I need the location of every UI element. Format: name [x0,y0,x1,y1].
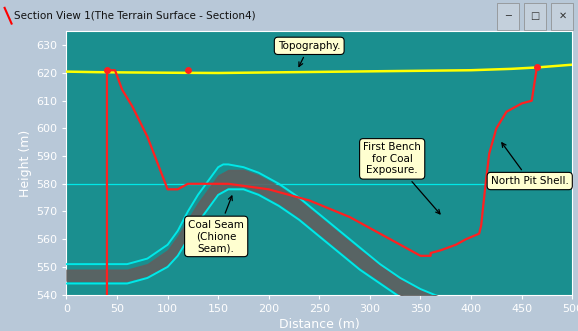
Text: ✕: ✕ [558,11,566,21]
Text: Section View 1(The Terrain Surface - Section4): Section View 1(The Terrain Surface - Sec… [14,11,256,21]
X-axis label: Distance (m): Distance (m) [279,318,360,331]
FancyBboxPatch shape [551,3,573,30]
Text: North Pit Shell.: North Pit Shell. [491,143,569,186]
FancyBboxPatch shape [524,3,546,30]
Y-axis label: Height (m): Height (m) [19,129,32,197]
Text: First Bench
for Coal
Exposure.: First Bench for Coal Exposure. [363,142,440,214]
FancyBboxPatch shape [497,3,519,30]
Text: ─: ─ [505,11,511,21]
Text: □: □ [531,11,540,21]
Text: Topography.: Topography. [278,41,340,67]
Text: Coal Seam
(Chione
Seam).: Coal Seam (Chione Seam). [188,196,244,253]
